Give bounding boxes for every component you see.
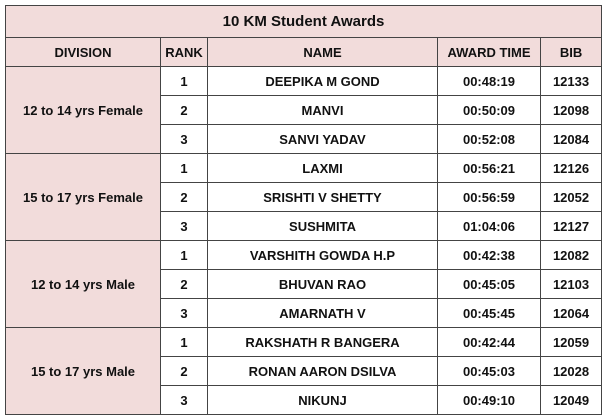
- table-title: 10 KM Student Awards: [4, 5, 603, 38]
- name: MANVI: [207, 95, 438, 125]
- column-header: DIVISION: [5, 37, 161, 67]
- bib: 12103: [539, 269, 603, 299]
- award-time: 00:42:38: [437, 240, 541, 270]
- award-time: 00:48:19: [437, 66, 541, 96]
- rank: 2: [160, 95, 208, 125]
- bib: 12126: [539, 153, 603, 183]
- bib: 12064: [539, 298, 603, 328]
- column-header: RANK: [160, 37, 208, 67]
- bib: 12127: [539, 211, 603, 241]
- data-row: 2 SRISHTI V SHETTY 00:56:59 12052: [6, 182, 603, 212]
- data-row: 12 to 14 yrs Female 1 DEEPIKA M GOND 00:48:…: [5, 66, 603, 154]
- title-row: 10 KM Student Awards: [4, 5, 603, 38]
- rank: 3: [160, 385, 208, 415]
- rank: 2: [160, 269, 208, 299]
- header-row: DIVISION RANK NAME AWARD TIME BIB: [5, 37, 603, 67]
- name: AMARNATH V: [207, 298, 438, 328]
- award-time: 00:42:44: [437, 327, 541, 357]
- table-body: 10 KM Student Awards DIVISION RANK NAME AWA…: [4, 5, 603, 415]
- rank: 2: [160, 182, 208, 212]
- data-row: 2 MANVI 00:50:09 12098: [6, 95, 603, 125]
- data-row: 15 to 17 yrs Female 1 LAXMI 00:56:21 12126: [5, 153, 603, 241]
- rank: 3: [160, 211, 208, 241]
- column-header: AWARD TIME: [437, 37, 541, 67]
- name: BHUVAN RAO: [207, 269, 438, 299]
- award-time: 00:45:03: [437, 356, 541, 386]
- rank: 3: [160, 298, 208, 328]
- rank: 1: [160, 240, 208, 270]
- award-time: 01:04:06: [437, 211, 541, 241]
- awards-sheet: 10 KM Student Awards DIVISION RANK NAME AWA…: [4, 5, 603, 415]
- bib: 12028: [539, 356, 603, 386]
- data-row: 3 SANVI YADAV 00:52:08 12084: [6, 124, 603, 154]
- name: SANVI YADAV: [207, 124, 438, 154]
- name: RONAN AARON DSILVA: [207, 356, 438, 386]
- rank: 1: [160, 327, 208, 357]
- division: 15 to 17 yrs Male: [5, 327, 161, 415]
- bib: 12059: [539, 327, 603, 357]
- award-time: 00:50:09: [437, 95, 541, 125]
- division: 12 to 14 yrs Male: [5, 240, 161, 328]
- award-time: 00:45:45: [437, 298, 541, 328]
- name: DEEPIKA M GOND: [207, 66, 438, 96]
- bib: 12098: [539, 95, 603, 125]
- name: RAKSHATH R BANGERA: [207, 327, 438, 357]
- division: 15 to 17 yrs Female: [5, 153, 161, 241]
- column-header: NAME: [207, 37, 438, 67]
- data-row: 3 NIKUNJ 00:49:10 12049: [6, 385, 603, 415]
- data-row: 12 to 14 yrs Male 1 VARSHITH GOWDA H.P 00:4…: [5, 240, 603, 328]
- name: SUSHMITA: [207, 211, 438, 241]
- name: NIKUNJ: [207, 385, 438, 415]
- data-row: 2 BHUVAN RAO 00:45:05 12103: [6, 269, 603, 299]
- award-time: 00:49:10: [437, 385, 541, 415]
- bib: 12052: [539, 182, 603, 212]
- data-row: 3 AMARNATH V 00:45:45 12064: [6, 298, 603, 328]
- award-time: 00:56:59: [437, 182, 541, 212]
- rank: 1: [160, 66, 208, 96]
- column-header: BIB: [539, 37, 603, 67]
- bib: 12082: [539, 240, 603, 270]
- awards-table: 10 KM Student Awards DIVISION RANK NAME AWA…: [4, 5, 603, 415]
- award-time: 00:52:08: [437, 124, 541, 154]
- award-time: 00:45:05: [437, 269, 541, 299]
- award-time: 00:56:21: [437, 153, 541, 183]
- bib: 12133: [539, 66, 603, 96]
- rank: 3: [160, 124, 208, 154]
- data-row: 2 RONAN AARON DSILVA 00:45:03 12028: [6, 356, 603, 386]
- name: VARSHITH GOWDA H.P: [207, 240, 438, 270]
- name: LAXMI: [207, 153, 438, 183]
- bib: 12049: [539, 385, 603, 415]
- data-row: 15 to 17 yrs Male 1 RAKSHATH R BANGERA 00:4…: [5, 327, 603, 415]
- rank: 1: [160, 153, 208, 183]
- name: SRISHTI V SHETTY: [207, 182, 438, 212]
- bib: 12084: [539, 124, 603, 154]
- data-row: 3 SUSHMITA 01:04:06 12127: [6, 211, 603, 241]
- division: 12 to 14 yrs Female: [5, 66, 161, 154]
- rank: 2: [160, 356, 208, 386]
